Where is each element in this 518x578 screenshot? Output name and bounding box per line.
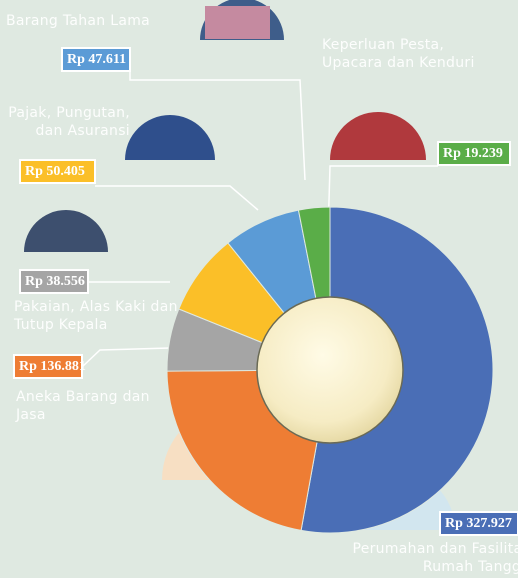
category-label: Perumahan dan Fasilitas Rumah Tangga [352, 541, 518, 575]
category-label: Aneka Barang dan Jasa [16, 389, 150, 423]
category-label: Keperluan Pesta, Upacara dan Kenduri [322, 37, 475, 71]
category-label: Pakaian, Alas Kaki dan Tutup Kepala [14, 299, 178, 333]
value-label: Rp 50.405 [25, 164, 85, 179]
value-label: Rp 47.611 [67, 52, 126, 67]
value-label-box [13, 354, 83, 379]
value-label-box [439, 511, 518, 536]
value-label: Rp 136.881 [19, 359, 86, 374]
icon-dome [330, 112, 426, 160]
leader-line [81, 347, 171, 368]
value-label: Rp 327.927 [445, 516, 512, 531]
value-label-box [19, 159, 96, 184]
icon-dome [24, 210, 108, 252]
value-labels: Rp 327.927 Rp 136.881 Rp 38.556 Rp 50.405 Rp… [13, 47, 518, 536]
donut-hole [256, 296, 404, 444]
icon-dome [125, 115, 215, 160]
value-label-box [61, 47, 131, 72]
category-label: Barang Tahan Lama [6, 13, 151, 29]
value-label-box [437, 141, 511, 166]
icon-furniture [205, 6, 270, 39]
value-label: Rp 38.556 [25, 274, 85, 289]
value-label-box [19, 269, 89, 294]
leader-line [95, 185, 259, 211]
category-label: Pajak, Pungutan, dan Asuransi [8, 105, 130, 139]
value-label: Rp 19.239 [443, 146, 503, 161]
